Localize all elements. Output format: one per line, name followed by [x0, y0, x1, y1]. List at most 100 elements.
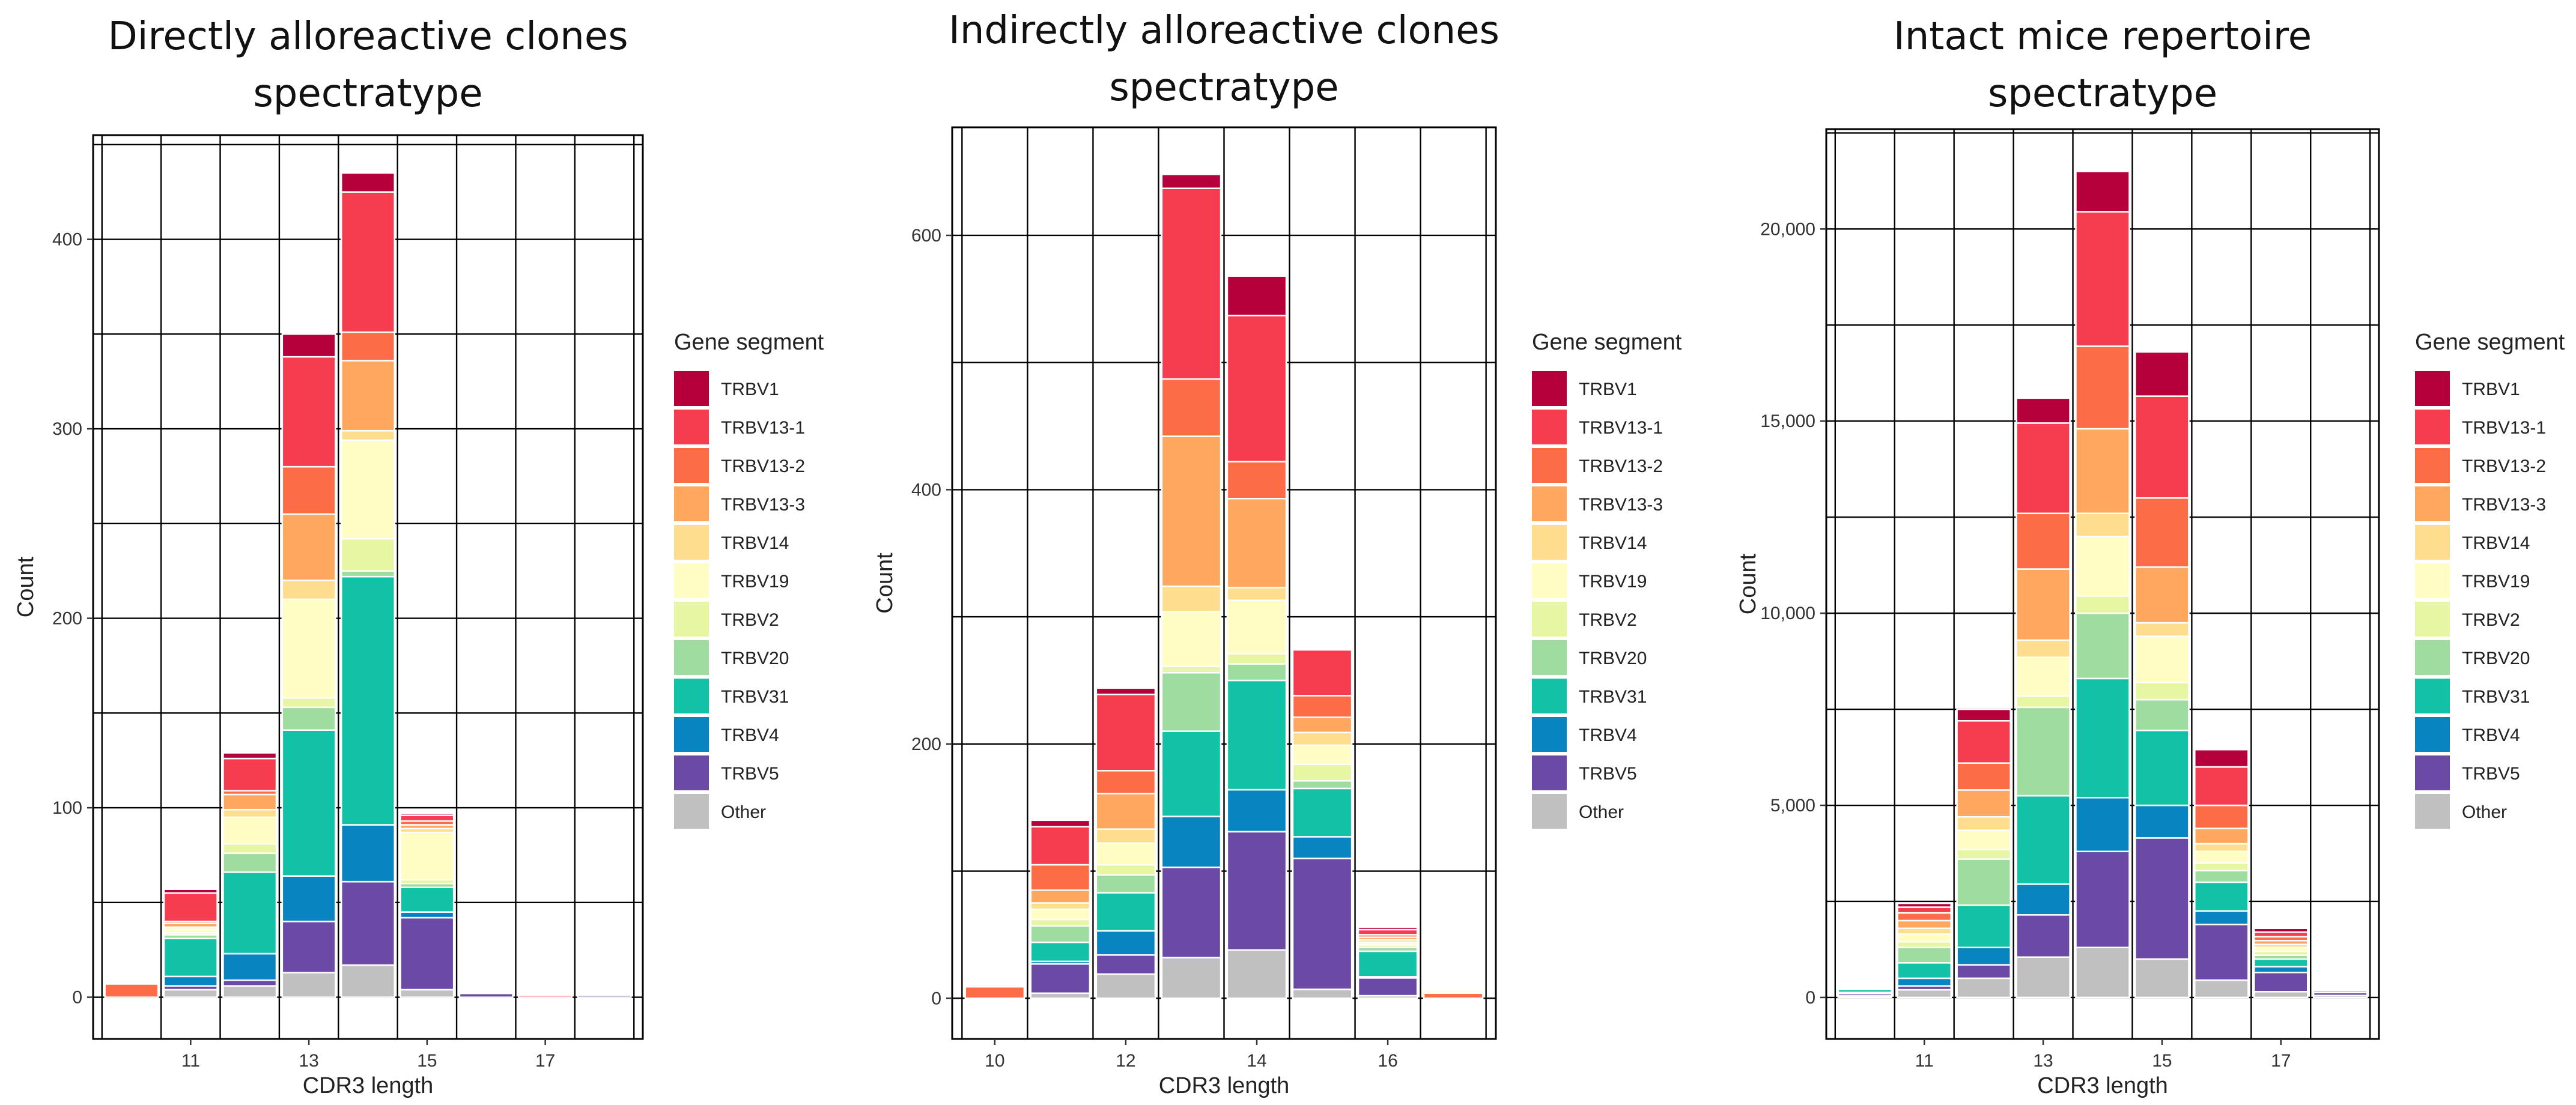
bar-segment-trbv20-len-13	[1161, 672, 1222, 732]
legend-swatch-trbv1	[674, 371, 709, 406]
bar-segment-trbv13-2-len-13	[281, 465, 336, 515]
y-tick-label: 200	[52, 609, 82, 629]
bar-segment-trbv31-len-15	[399, 886, 455, 913]
bar-segment-trbv14-len-12	[1095, 828, 1156, 844]
legend-label-trbv5: TRBV5	[721, 764, 779, 784]
bar-segment-trbv1-len-12	[1956, 708, 2011, 722]
x-tick-label: 16	[1378, 1051, 1397, 1071]
legend-swatch-trbv5	[1532, 755, 1567, 790]
bar-segment-trbv31-len-15	[2134, 730, 2190, 807]
bar-segment-trbv4-len-14	[1226, 789, 1287, 833]
x-tick-label: 17	[535, 1051, 555, 1071]
legend-swatch-trbv13-3	[2415, 486, 2450, 521]
bar-segment-trbv13-1-len-16	[1357, 928, 1418, 936]
bar-segment-trbv19-len-14	[340, 439, 396, 540]
bar-segment-trbv1-len-17	[2253, 927, 2309, 933]
legend-swatch-trbv13-2	[2415, 448, 2450, 483]
legend-swatch-trbv13-1	[674, 410, 709, 444]
bar-segment-trbv4-len-17	[2253, 966, 2309, 973]
bar-segment-trbv14-len-11	[1030, 902, 1091, 910]
bar-segment-trbv5-len-17	[2253, 972, 2309, 993]
bar-segment-trbv19-len-12	[1956, 829, 2011, 850]
legend: Gene segment TRBV1 TRBV13-1 TRBV13-2 TRBV13-…	[674, 330, 824, 829]
bar-segment-trbv13-3-len-14	[2075, 428, 2130, 515]
bars	[104, 172, 632, 998]
bar-segment-trbv13-1-len-14	[1226, 315, 1287, 463]
bar-segment-trbv4-len-14	[2075, 796, 2130, 853]
x-tick-label: 10	[985, 1051, 1004, 1071]
bar-segment-trbv13-1-len-15	[399, 814, 455, 822]
y-tick-label: 10,000	[1760, 604, 1815, 623]
chart-title-line: spectratype	[253, 71, 482, 116]
legend-label-trbv14: TRBV14	[2462, 533, 2530, 553]
bar-segment-trbv4-len-15	[2134, 804, 2190, 839]
bar-segment-trbv13-2-len-11	[1897, 912, 1952, 922]
bar-segment-trbv1-len-14	[1226, 275, 1287, 316]
bar-segment-trbv13-3-len-15	[1292, 716, 1353, 734]
legend-label-trbv1: TRBV1	[1579, 380, 1637, 399]
legend-label-trbv4: TRBV4	[1579, 725, 1637, 745]
bar-segment-other-len-15	[1292, 988, 1353, 999]
chart-panel-1: Directly alloreactive clones spectratype 0…	[13, 14, 824, 1098]
bar-segment-trbv5-len-16	[1357, 977, 1418, 997]
x-axis: 11 13 15 17 CDR3 length	[181, 1039, 555, 1098]
bar-segment-trbv2-len-12	[222, 843, 278, 855]
bar-segment-trbv20-len-13	[281, 706, 336, 731]
legend-label-trbv13-3: TRBV13-3	[1579, 495, 1663, 515]
bar-segment-trbv2-len-12	[1956, 849, 2011, 860]
bar-segment-trbv1-len-11	[163, 888, 218, 894]
bar-segment-trbv4-len-15	[399, 911, 455, 919]
bar-segment-trbv19-len-13	[1161, 611, 1222, 667]
bar-segment-other-len-12	[1956, 977, 2011, 999]
legend-label-trbv31: TRBV31	[1579, 687, 1647, 707]
bar-segment-trbv13-2-len-14	[340, 331, 396, 362]
bar-segment-trbv31-len-13	[2016, 795, 2071, 885]
legend-swatch-trbv19	[674, 563, 709, 598]
bar-segment-trbv5-len-14	[340, 880, 396, 966]
bar-segment-trbv1-len-16	[2194, 748, 2249, 768]
bar-segment-trbv13-2-len-10	[104, 983, 159, 998]
chart-title-line: Indirectly alloreactive clones	[949, 8, 1499, 53]
y-tick-label: 300	[52, 419, 82, 439]
legend-swatch-other	[2415, 794, 2450, 829]
bar-segment-trbv13-3-len-15	[2134, 566, 2190, 624]
bar-segment-trbv5-len-12	[1095, 954, 1156, 975]
legend-label-trbv19: TRBV19	[1579, 572, 1647, 592]
bar-segment-trbv5-len-14	[2075, 850, 2130, 948]
plot-border	[1825, 128, 2380, 1040]
bar-segment-trbv19-len-16	[2194, 850, 2249, 864]
legend-swatch-trbv14	[674, 525, 709, 560]
legend-swatch-trbv20	[1532, 640, 1567, 675]
y-axis: 0 100 200 300 400 Count	[13, 230, 93, 1008]
bar-segment-trbv31-len-13	[281, 729, 336, 877]
bar-segment-other-len-12	[1095, 973, 1156, 999]
legend-label-trbv13-2: TRBV13-2	[2462, 456, 2546, 476]
bar-segment-trbv13-2-len-13	[2016, 512, 2071, 570]
bar-segment-other-len-15	[399, 988, 455, 998]
y-axis-label: Count	[1736, 553, 1761, 614]
bar-segment-trbv14-len-14	[2075, 512, 2130, 537]
bar-segment-trbv31-len-16	[1357, 950, 1418, 978]
legend-label-trbv20: TRBV20	[1579, 649, 1647, 668]
y-tick-label: 0	[1805, 988, 1815, 1008]
bar-segment-trbv13-2-len-17	[1423, 992, 1484, 999]
bar-segment-trbv13-2-len-12	[1956, 762, 2011, 791]
legend-swatch-trbv2	[2415, 602, 2450, 637]
bar-segment-trbv19-len-14	[2075, 535, 2130, 597]
bar-segment-trbv14-len-13	[281, 580, 336, 601]
bar-segment-trbv4-len-12	[222, 952, 278, 981]
bar-segment-trbv13-1-len-11	[1897, 906, 1952, 914]
legend-label-trbv2: TRBV2	[2462, 610, 2520, 630]
bar-segment-trbv14-len-12	[222, 808, 278, 819]
bar-segment-trbv13-2-len-11	[1030, 864, 1091, 891]
bar-segment-other-len-11	[1030, 992, 1091, 999]
bar-segment-trbv13-1-len-12	[222, 757, 278, 792]
legend-title: Gene segment	[674, 330, 824, 355]
legend: Gene segment TRBV1 TRBV13-1 TRBV13-2 TRBV13-…	[1532, 330, 1682, 829]
legend-label-other: Other	[721, 802, 766, 822]
bar-segment-trbv20-len-12	[222, 852, 278, 873]
bar-segment-trbv4-len-12	[1095, 930, 1156, 956]
bar-segment-trbv20-len-11	[1030, 925, 1091, 943]
x-axis: 11 13 15 17 CDR3 length	[1915, 1039, 2291, 1098]
bar-segment-trbv13-1-len-12	[1095, 694, 1156, 772]
